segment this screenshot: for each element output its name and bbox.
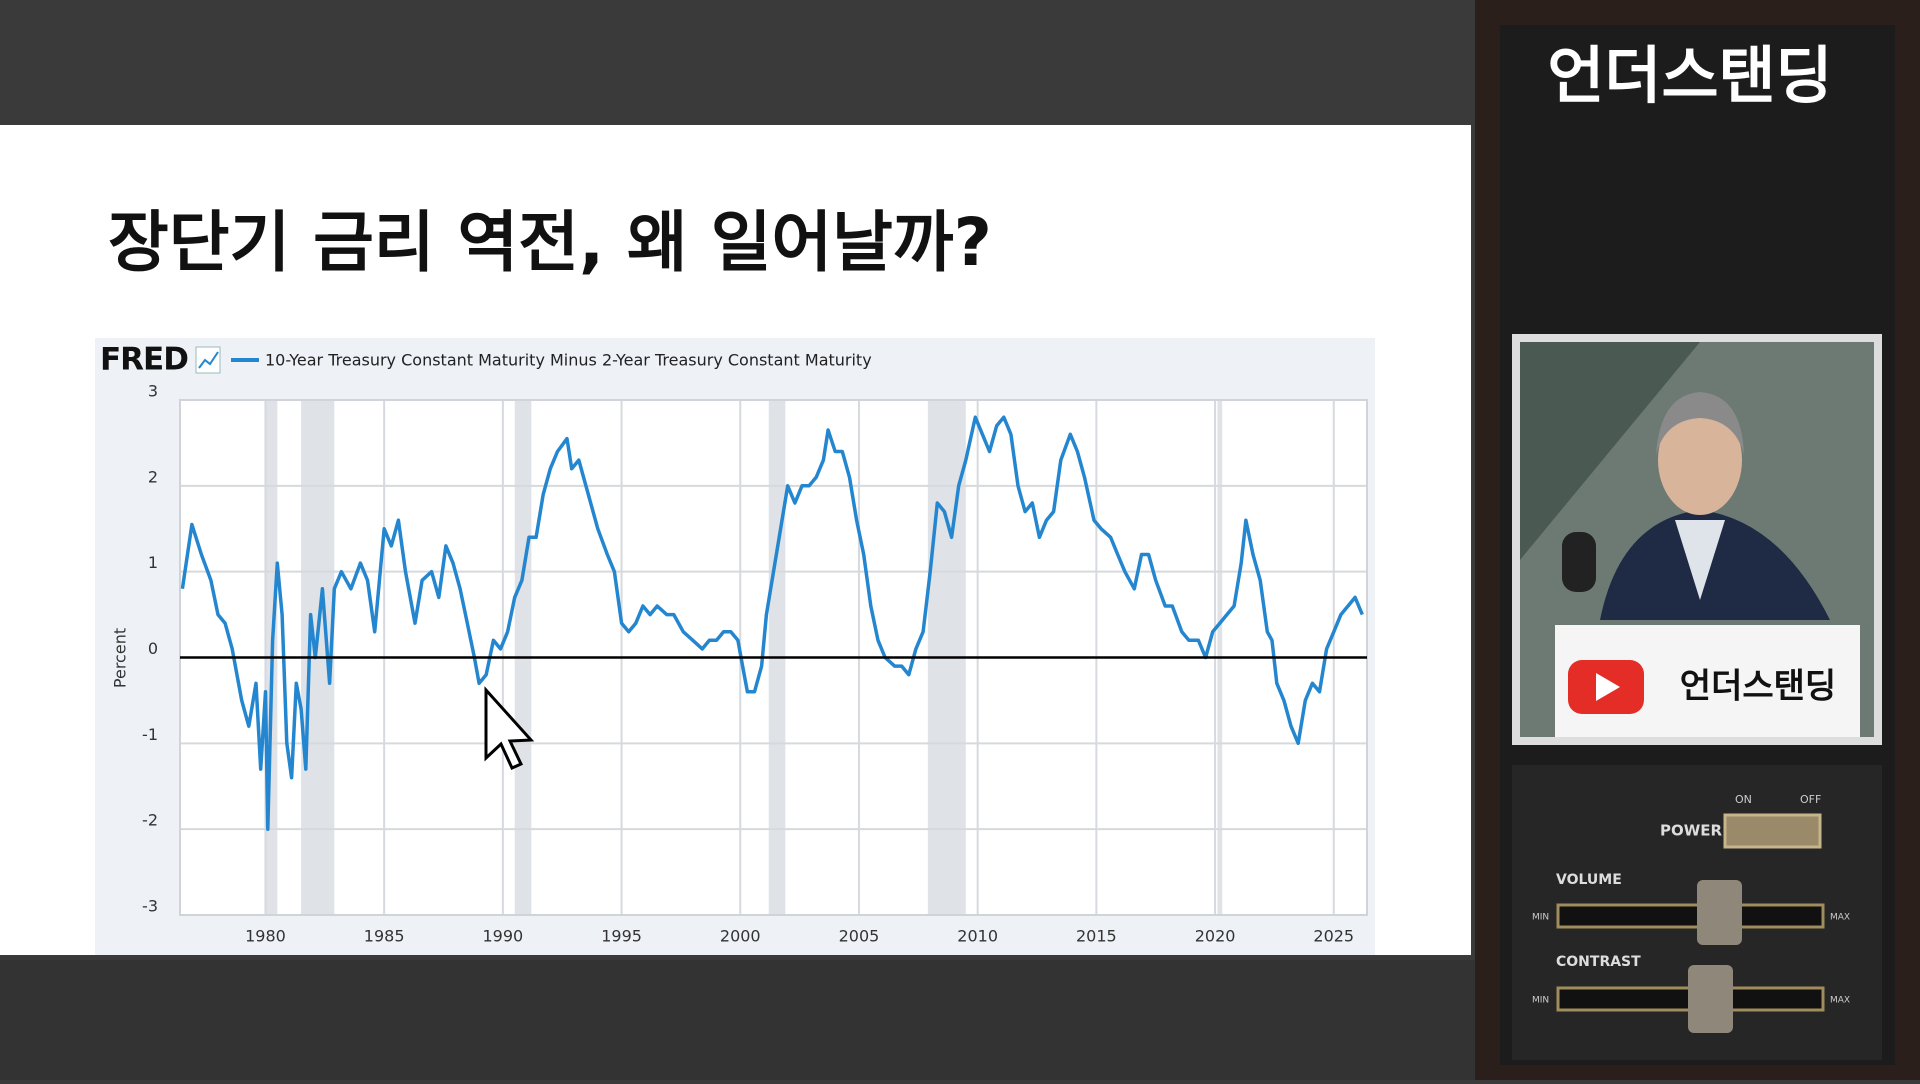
person-shirt bbox=[1675, 520, 1725, 600]
background-bottom bbox=[0, 960, 1475, 1080]
data-line bbox=[180, 415, 1364, 831]
device-min: MIN bbox=[1532, 996, 1549, 1006]
device-on: ON bbox=[1735, 793, 1752, 806]
device-volume: VOLUME bbox=[1556, 872, 1622, 888]
y-tick-label: 2 bbox=[148, 467, 158, 486]
channel-title: 언더스탠딩 bbox=[1547, 39, 1832, 112]
x-tick-label: 2005 bbox=[839, 927, 880, 946]
person-body bbox=[1600, 510, 1830, 620]
mouse-cursor bbox=[484, 686, 535, 770]
y-tick-label: 1 bbox=[148, 553, 158, 572]
y-tick-label: -1 bbox=[142, 725, 158, 744]
device-power: POWER bbox=[1660, 822, 1723, 840]
device-max: MAX bbox=[1830, 913, 1850, 923]
fred-logo: FRED bbox=[100, 342, 188, 378]
x-tick-label: 2025 bbox=[1313, 927, 1354, 946]
person-head bbox=[1658, 405, 1742, 515]
x-tick-label: 1990 bbox=[483, 927, 524, 946]
contrast-knob bbox=[1688, 965, 1733, 1033]
person-hair bbox=[1656, 392, 1744, 455]
device-off: OFF bbox=[1800, 793, 1821, 806]
legend-label: 10-Year Treasury Constant Maturity Minus… bbox=[265, 351, 872, 370]
slide-title: 장단기 금리 역전, 왜 일어날까? bbox=[108, 204, 992, 281]
x-tick-label: 1980 bbox=[245, 927, 286, 946]
icon-frame bbox=[195, 346, 221, 374]
x-tick-label: 2000 bbox=[720, 927, 761, 946]
microphone bbox=[1562, 532, 1596, 592]
x-tick-label: 2015 bbox=[1076, 927, 1117, 946]
x-tick-label: 1995 bbox=[601, 927, 642, 946]
video-bg-shadow bbox=[1520, 342, 1700, 560]
y-tick-label: -3 bbox=[142, 897, 158, 916]
volume-knob bbox=[1697, 880, 1742, 945]
y-tick-label: 3 bbox=[148, 382, 158, 401]
plot: -3 -2 -1 0 1 2 3 1980 1985 1990 1995 2000 2005 2010 20… bbox=[142, 382, 1368, 946]
x-tick-label: 2010 bbox=[957, 927, 998, 946]
y-tick-label: -2 bbox=[142, 811, 158, 830]
fred-icon bbox=[195, 346, 221, 374]
device-min: MIN bbox=[1532, 913, 1549, 923]
device-max: MAX bbox=[1830, 996, 1850, 1006]
x-tick-label: 1985 bbox=[364, 927, 405, 946]
x-tick-label: 2020 bbox=[1195, 927, 1236, 946]
y-axis-label: Percent bbox=[111, 628, 130, 688]
youtube-play bbox=[1596, 673, 1620, 701]
device-contrast: CONTRAST bbox=[1556, 954, 1641, 970]
icon-line bbox=[198, 351, 219, 369]
power-switch bbox=[1723, 813, 1822, 849]
y-tick-label: 0 bbox=[148, 639, 158, 658]
name-card-text: 언더스탠딩 bbox=[1680, 667, 1836, 707]
volume-slider bbox=[1556, 903, 1825, 929]
